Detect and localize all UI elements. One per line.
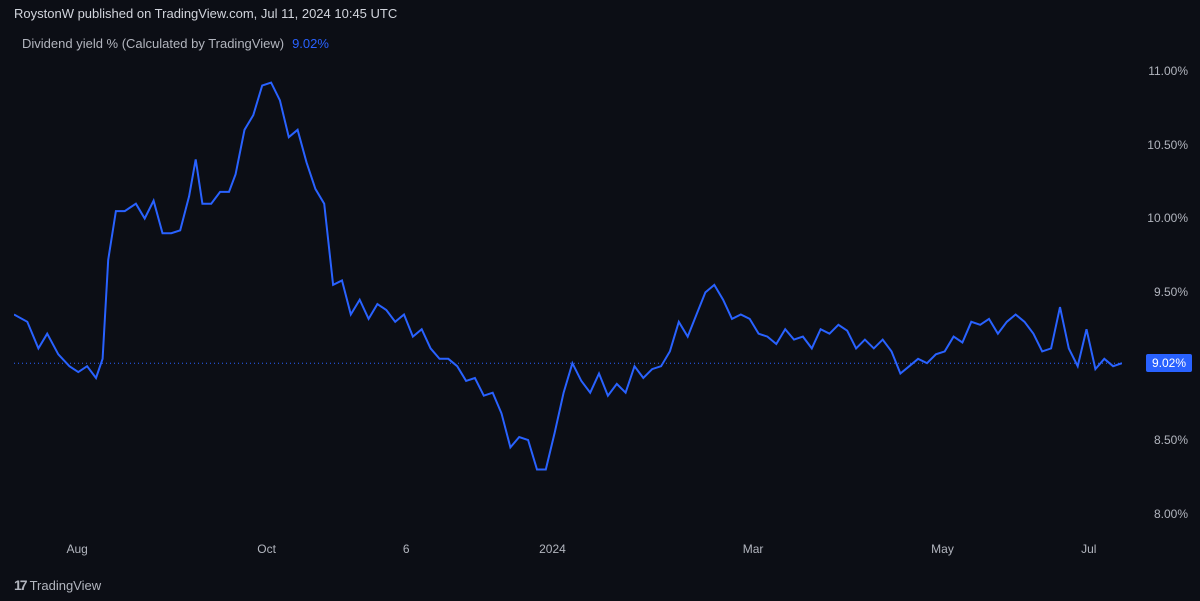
y-tick: 9.50% (1128, 285, 1188, 299)
y-axis: 8.00%8.50%9.00%9.50%10.00%10.50%11.00%9.… (1122, 56, 1194, 536)
plot-region[interactable] (14, 56, 1122, 536)
x-tick: Mar (743, 542, 764, 556)
publish-byline: RoystonW published on TradingView.com, J… (0, 0, 1200, 28)
y-tick: 8.00% (1128, 507, 1188, 521)
chart-area[interactable]: 8.00%8.50%9.00%9.50%10.00%10.50%11.00%9.… (0, 28, 1200, 573)
chart-container: RoystonW published on TradingView.com, J… (0, 0, 1200, 601)
footer-brand-text: TradingView (30, 578, 102, 593)
x-axis: Aug Oct 6 2024 Mar May Jul (14, 538, 1122, 562)
line-chart-svg (14, 56, 1122, 536)
x-tick: Aug (66, 542, 87, 556)
tradingview-logo-icon: 17 (14, 577, 26, 593)
y-tick: 10.00% (1128, 211, 1188, 225)
y-tick: 8.50% (1128, 433, 1188, 447)
series-line (14, 83, 1122, 470)
footer-brand: 17 TradingView (14, 577, 101, 593)
y-tick: 11.00% (1128, 64, 1188, 78)
x-tick: Jul (1081, 542, 1096, 556)
x-tick: May (931, 542, 954, 556)
current-value-tag: 9.02% (1146, 354, 1192, 372)
y-tick: 10.50% (1128, 138, 1188, 152)
x-tick: 2024 (539, 542, 566, 556)
x-tick: Oct (257, 542, 276, 556)
x-tick: 6 (403, 542, 410, 556)
